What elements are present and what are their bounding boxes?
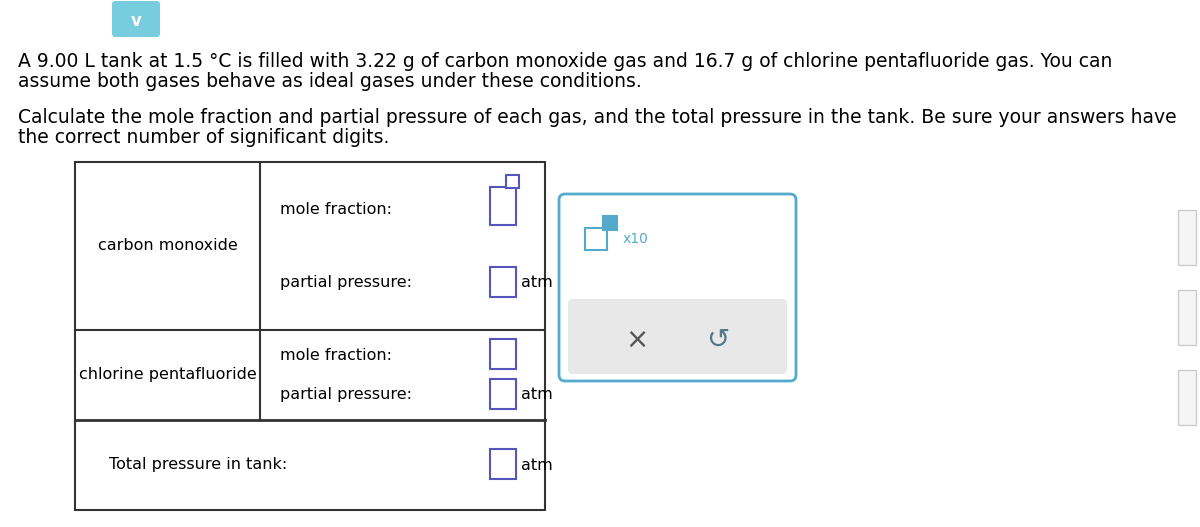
Bar bbox=[490, 267, 516, 297]
Text: atm: atm bbox=[521, 387, 553, 402]
Text: ×: × bbox=[625, 326, 649, 354]
Bar bbox=[1178, 290, 1196, 345]
Text: atm: atm bbox=[521, 276, 553, 290]
Text: carbon monoxide: carbon monoxide bbox=[97, 239, 238, 253]
Bar bbox=[1178, 210, 1196, 265]
Bar bbox=[1178, 370, 1196, 425]
Bar bbox=[506, 175, 520, 188]
Text: partial pressure:: partial pressure: bbox=[280, 387, 412, 402]
Text: chlorine pentafluoride: chlorine pentafluoride bbox=[79, 367, 257, 383]
Text: mole fraction:: mole fraction: bbox=[280, 348, 392, 363]
Text: A 9.00 L tank at 1.5 °C is filled with 3.22 g of carbon monoxide gas and 16.7 g : A 9.00 L tank at 1.5 °C is filled with 3… bbox=[18, 52, 1112, 71]
Text: ↺: ↺ bbox=[707, 326, 730, 354]
FancyBboxPatch shape bbox=[112, 1, 160, 37]
Text: mole fraction:: mole fraction: bbox=[280, 201, 392, 217]
FancyBboxPatch shape bbox=[568, 299, 787, 374]
Bar bbox=[604, 216, 617, 230]
Text: x10: x10 bbox=[623, 232, 649, 246]
Text: partial pressure:: partial pressure: bbox=[280, 276, 412, 290]
FancyBboxPatch shape bbox=[559, 194, 796, 381]
Text: Total pressure in tank:: Total pressure in tank: bbox=[109, 457, 288, 473]
Bar bbox=[74, 162, 545, 510]
Bar bbox=[490, 379, 516, 409]
Text: assume both gases behave as ideal gases under these conditions.: assume both gases behave as ideal gases … bbox=[18, 72, 642, 91]
Bar bbox=[490, 339, 516, 369]
Bar bbox=[586, 228, 607, 250]
Text: v: v bbox=[131, 12, 142, 30]
Text: the correct number of significant digits.: the correct number of significant digits… bbox=[18, 128, 389, 147]
Bar bbox=[490, 187, 516, 225]
Bar bbox=[490, 449, 516, 479]
Text: Calculate the mole fraction and partial pressure of each gas, and the total pres: Calculate the mole fraction and partial … bbox=[18, 108, 1177, 127]
Text: atm: atm bbox=[521, 457, 553, 473]
